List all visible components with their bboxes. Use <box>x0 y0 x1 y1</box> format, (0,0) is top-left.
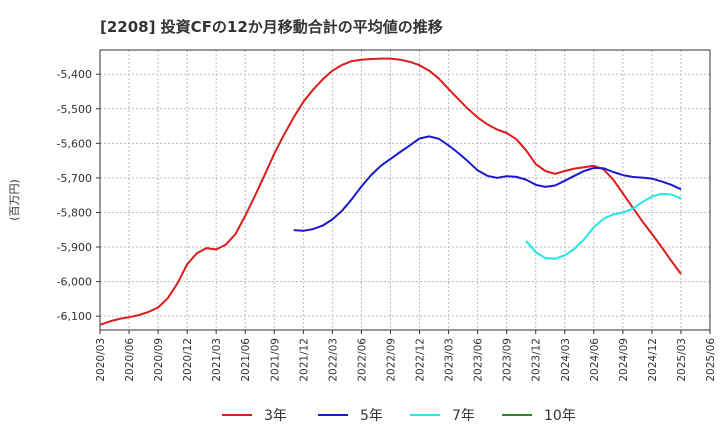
y-tick-label: -5,800 <box>57 206 92 219</box>
y-tick-label: -5,900 <box>57 241 92 254</box>
x-tick-label: 2024/09 <box>618 338 630 382</box>
legend-label: 5年 <box>360 408 383 424</box>
x-tick-label: 2023/03 <box>444 338 456 382</box>
x-tick-label: 2024/06 <box>589 338 601 382</box>
x-tick-label: 2023/12 <box>531 338 543 382</box>
chart-title: [2208] 投資CFの12か月移動合計の平均値の推移 <box>100 18 443 36</box>
axis-layer: -5,400 -5,500 -5,600 -5,700 -5,800 -5,900 -6,0… <box>57 49 717 382</box>
y-tick-label: -6,100 <box>57 310 92 323</box>
x-tick-label: 2023/09 <box>502 338 514 382</box>
series-layer <box>99 57 682 326</box>
x-tick-label: 2021/12 <box>298 338 310 382</box>
series-line-1 <box>99 57 682 326</box>
x-tick-label: 2022/06 <box>356 338 368 382</box>
y-tick-label: -5,600 <box>57 137 92 150</box>
legend: 3年 5年 7年 10年 <box>222 408 576 424</box>
x-tick-label: 2025/03 <box>676 338 688 382</box>
x-tick-label: 2024/12 <box>647 338 659 382</box>
x-tick-label: 2020/12 <box>182 338 194 382</box>
x-tick-label: 2023/06 <box>473 338 485 382</box>
x-tick-label: 2022/09 <box>385 338 397 382</box>
y-tick-label: -5,700 <box>57 172 92 185</box>
x-tick-label: 2021/09 <box>269 338 281 382</box>
series-line-3 <box>525 192 682 260</box>
x-tick-label: 2020/09 <box>153 338 165 382</box>
x-tick-label: 2022/12 <box>415 338 427 382</box>
legend-label: 7年 <box>452 408 475 424</box>
grid-layer <box>99 50 711 330</box>
legend-label: 10年 <box>544 408 576 424</box>
series-line-2 <box>293 135 682 232</box>
y-tick-label: -5,500 <box>57 103 92 116</box>
plot-frame <box>99 49 711 331</box>
x-tick-label: 2024/03 <box>560 338 572 382</box>
x-tick-label: 2021/03 <box>211 338 223 382</box>
x-tick-label: 2021/06 <box>240 338 252 382</box>
x-tick-label: 2020/06 <box>124 338 136 382</box>
y-axis-label: (百万円) <box>8 179 21 221</box>
legend-label: 3年 <box>264 408 287 424</box>
y-tick-label: -6,000 <box>57 276 92 289</box>
x-tick-label: 2022/03 <box>327 338 339 382</box>
x-tick-label: 2020/03 <box>95 338 107 382</box>
x-tick-label: 2025/06 <box>705 338 717 382</box>
y-tick-label: -5,400 <box>57 68 92 81</box>
